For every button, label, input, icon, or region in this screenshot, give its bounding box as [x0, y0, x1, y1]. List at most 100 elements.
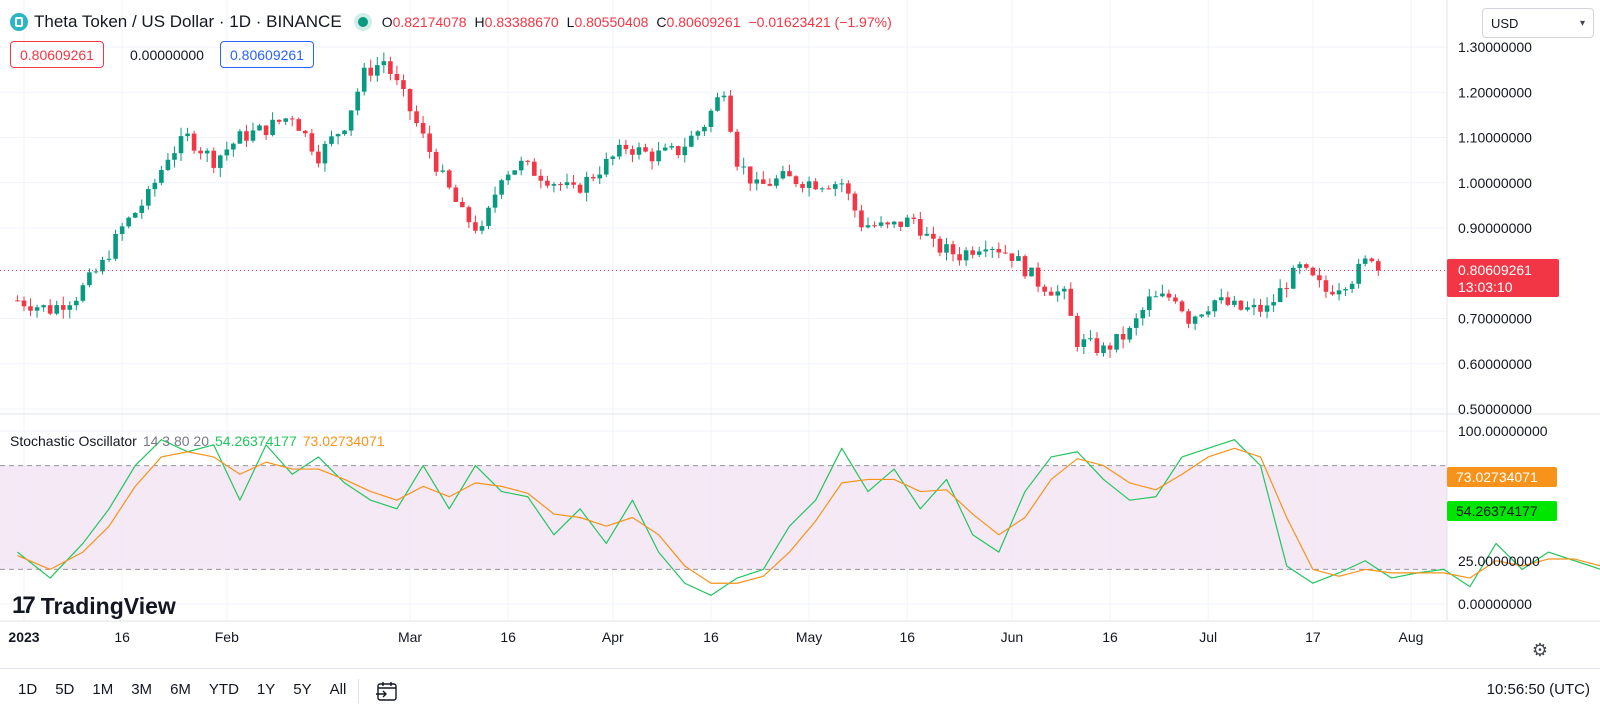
- candle: [1264, 297, 1270, 319]
- candle-body: [839, 183, 845, 185]
- range-button-1d[interactable]: 1D: [18, 681, 38, 698]
- candle: [1284, 282, 1289, 298]
- candle-body: [512, 170, 517, 175]
- candle-body: [1009, 253, 1015, 261]
- ohlc-high: H0.83388670: [474, 14, 559, 30]
- candle-body: [551, 184, 557, 186]
- candle: [1120, 326, 1126, 349]
- utc-clock[interactable]: 10:56:50 (UTC): [1486, 681, 1590, 698]
- stoch-axis-labels[interactable]: 100.00000000 25.00000000 0.00000000: [1458, 423, 1548, 612]
- candle: [355, 88, 360, 116]
- tradingview-logo[interactable]: 17 TradingView: [12, 592, 176, 620]
- candle-body: [558, 184, 563, 186]
- range-button-1m[interactable]: 1M: [92, 681, 114, 698]
- candle: [518, 156, 524, 176]
- price-tick-label: 1.20000000: [1458, 84, 1532, 100]
- candle: [80, 282, 86, 303]
- candle: [819, 187, 825, 193]
- range-button-all[interactable]: All: [329, 681, 347, 698]
- stoch-k-value: 54.26374177: [215, 433, 297, 449]
- candle-body: [708, 110, 714, 127]
- candle-body: [106, 258, 112, 260]
- currency-select[interactable]: USD ▾: [1482, 8, 1594, 38]
- stoch-k-tag: 54.26374177: [1447, 501, 1557, 521]
- candle: [276, 119, 282, 125]
- candle-body: [774, 178, 779, 186]
- candle-body: [734, 131, 740, 167]
- candle-body: [453, 187, 459, 202]
- candle: [538, 169, 544, 189]
- candle-body: [852, 193, 858, 211]
- candle-body: [257, 125, 262, 131]
- candle: [132, 212, 138, 219]
- candle-body: [1238, 300, 1244, 310]
- candle: [1048, 287, 1054, 296]
- candle: [1212, 299, 1218, 317]
- candle-body: [486, 207, 491, 227]
- candle-body: [728, 95, 733, 132]
- candle-body: [440, 170, 446, 172]
- candle-body: [950, 244, 956, 255]
- candle: [1107, 342, 1113, 358]
- range-button-6m[interactable]: 6M: [170, 681, 191, 698]
- candle-body: [1284, 288, 1289, 290]
- range-button-5y[interactable]: 5Y: [293, 681, 312, 698]
- time-tick-label: 17: [1305, 629, 1321, 645]
- candle-body: [1232, 300, 1237, 305]
- candle-body: [152, 182, 158, 190]
- candle: [146, 186, 151, 210]
- stoch-legend[interactable]: Stochastic Oscillator 14 3 80 20 54.2637…: [10, 433, 385, 449]
- candle-body: [322, 143, 328, 164]
- candle-body: [689, 135, 694, 147]
- candle-body: [643, 147, 648, 152]
- price-tick-label: 1.00000000: [1458, 175, 1532, 191]
- candle-body: [80, 285, 86, 301]
- candle-body: [348, 110, 354, 131]
- candle-body: [47, 305, 53, 314]
- symbol-title[interactable]: Theta Token / US Dollar · 1D · BINANCE: [34, 12, 342, 31]
- candle: [374, 56, 380, 82]
- range-button-3m[interactable]: 3M: [131, 681, 153, 698]
- candle: [244, 124, 249, 148]
- range-button-ytd[interactable]: YTD: [208, 681, 239, 698]
- candle: [381, 52, 387, 74]
- candle: [1133, 313, 1139, 336]
- candle: [597, 166, 603, 184]
- candle-body: [316, 151, 321, 164]
- candle: [1310, 266, 1316, 277]
- candle: [453, 184, 459, 203]
- candle-body: [15, 300, 20, 302]
- stoch-tick-label: 25.00000000: [1458, 553, 1540, 569]
- candle: [126, 216, 131, 229]
- buy-price-button[interactable]: 0.80609261: [220, 41, 314, 68]
- candle-body: [715, 97, 720, 111]
- candle: [617, 139, 622, 160]
- range-button-5d[interactable]: 5D: [55, 681, 75, 698]
- candle-body: [1264, 305, 1270, 312]
- candle-body: [1362, 258, 1368, 264]
- gear-icon[interactable]: ⚙: [1531, 640, 1549, 660]
- sell-price-button[interactable]: 0.80609261: [10, 41, 104, 68]
- candle-body: [702, 126, 707, 132]
- candle-body: [944, 244, 949, 253]
- candle-body: [1081, 339, 1087, 347]
- candle-body: [1304, 264, 1309, 268]
- candle-body: [1173, 297, 1178, 302]
- time-axis-labels[interactable]: 2023 16 Feb Mar 16 Apr 16 May 16 Jun 16 Jul 17 Aug: [8, 629, 1423, 645]
- price-tick-label: 1.10000000: [1458, 130, 1532, 146]
- candle-body: [1356, 263, 1361, 284]
- stoch-k-line: [17, 439, 1600, 596]
- go-to-date-icon[interactable]: [375, 679, 399, 703]
- time-tick-label: 16: [500, 629, 516, 645]
- candle-body: [139, 205, 145, 213]
- range-button-1y[interactable]: 1Y: [256, 681, 276, 698]
- candle: [1362, 255, 1368, 267]
- time-tick-label: 16: [114, 629, 130, 645]
- candle-body: [146, 189, 151, 206]
- candle: [741, 157, 746, 175]
- candle-body: [1258, 304, 1263, 312]
- candle-body: [937, 238, 943, 253]
- candle-body: [1369, 258, 1375, 262]
- price-axis-labels[interactable]: 1.30000000 1.20000000 1.10000000 1.00000000…: [1458, 39, 1532, 417]
